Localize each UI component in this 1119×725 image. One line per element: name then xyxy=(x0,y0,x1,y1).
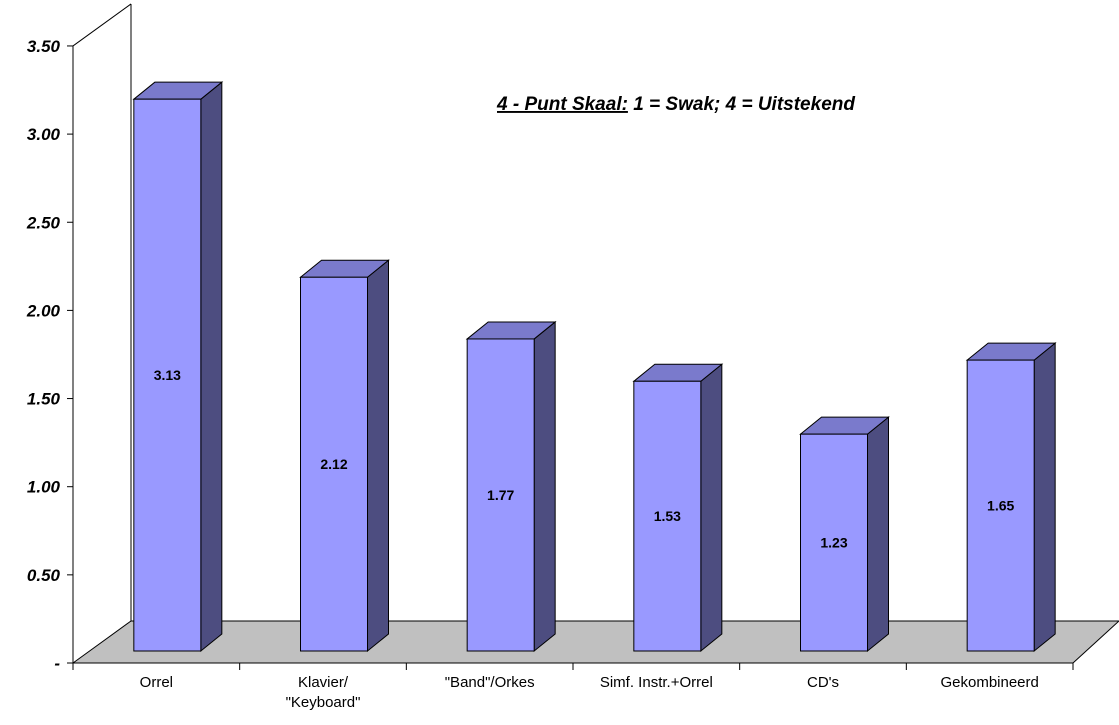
bar-front xyxy=(133,98,202,652)
bar-data-label: 1.77 xyxy=(487,487,514,503)
chart-floor xyxy=(71,620,1119,664)
bar-data-label: 2.12 xyxy=(320,456,347,472)
y-tick-label: 2.00 xyxy=(26,301,61,320)
y-tick-label: 2.50 xyxy=(26,213,61,232)
bar-data-label: 1.53 xyxy=(654,508,681,524)
bar-front xyxy=(633,380,702,652)
x-category-label-line: Klavier/ xyxy=(298,674,349,691)
wall-top-edge xyxy=(72,3,132,47)
y-tick-label: 0.50 xyxy=(27,566,61,585)
bars-group: 3.13 2.12 1.77 1.53 1.23 1.65 xyxy=(132,81,1057,653)
x-category-label: CD's xyxy=(807,674,839,691)
x-category-label-line: "Band"/Orkes xyxy=(445,674,535,691)
bar-front xyxy=(300,276,368,652)
x-category-label-line: Gekombineerd xyxy=(940,674,1038,691)
scale-annotation: 4 - Punt Skaal: 1 = Swak; 4 = Uitstekend xyxy=(496,94,855,115)
scale-annotation-title: 4 - Punt Skaal: xyxy=(496,94,628,115)
bar-data-label: 1.23 xyxy=(820,535,847,551)
y-tick-label: 1.50 xyxy=(27,390,61,409)
bar: 3.13 xyxy=(132,81,224,653)
x-category-label-line: Simf. Instr.+Orrel xyxy=(600,674,713,691)
bar: 1.23 xyxy=(799,416,890,653)
bar-side xyxy=(867,416,889,653)
x-category-label: Gekombineerd xyxy=(940,674,1038,691)
bar-side xyxy=(700,363,723,653)
y-tick-label: 1.00 xyxy=(27,478,61,497)
x-category-label-line: "Keyboard" xyxy=(286,694,361,711)
y-tick-label: 3.50 xyxy=(27,37,61,56)
floor-plane xyxy=(71,620,1119,664)
y-tick-label: 3.00 xyxy=(27,125,61,144)
bar-side xyxy=(1033,342,1056,653)
x-axis: Orrel Klavier/ "Keyboard" "Band"/Orkes Simf.… xyxy=(72,662,1074,711)
x-category-label-line: Orrel xyxy=(140,674,173,691)
x-category-label: Orrel xyxy=(140,674,173,691)
bar: 2.12 xyxy=(299,259,390,653)
x-category-label: Klavier/ "Keyboard" xyxy=(286,674,361,711)
x-category-label: "Band"/Orkes xyxy=(445,674,535,691)
bar-data-label: 3.13 xyxy=(154,367,181,383)
bar-front xyxy=(466,338,535,652)
bar-side xyxy=(367,259,389,653)
bar-front xyxy=(800,433,868,652)
bar: 1.53 xyxy=(632,363,724,653)
x-category-label-line: CD's xyxy=(807,674,839,691)
bar: 1.65 xyxy=(965,342,1057,653)
bar-data-label: 1.65 xyxy=(987,498,1014,514)
y-axis: - 0.50 1.00 1.50 2.00 2.50 3.00 3.50 xyxy=(26,37,74,673)
bar-side xyxy=(533,320,556,653)
y-tick-label: - xyxy=(54,654,60,673)
scale-annotation-text: 1 = Swak; 4 = Uitstekend xyxy=(628,94,855,115)
bar: 1.77 xyxy=(465,320,557,653)
x-category-label: Simf. Instr.+Orrel xyxy=(600,674,713,691)
bar-side xyxy=(200,81,223,653)
bar-front xyxy=(966,359,1035,652)
chart-walls xyxy=(72,3,132,621)
